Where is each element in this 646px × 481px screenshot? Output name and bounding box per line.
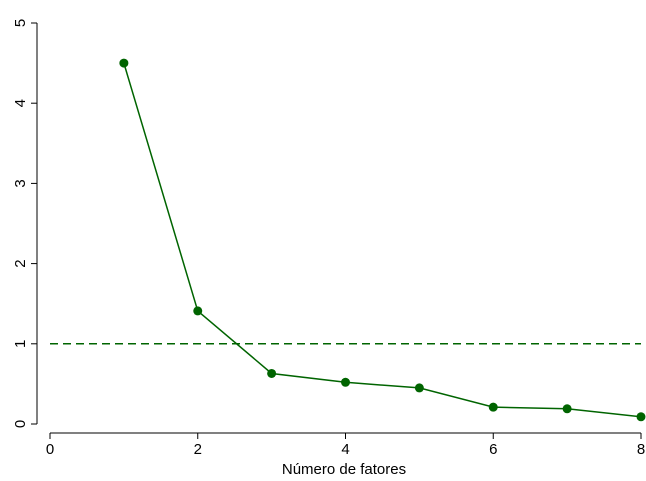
data-point	[119, 58, 129, 68]
y-tick-label: 3	[12, 179, 29, 187]
x-tick-label: 8	[637, 441, 645, 458]
series	[119, 58, 646, 422]
x-axis-title: Número de fatores	[282, 461, 406, 478]
axes: 0 1 2 3 4 5 0 2 4 6 8	[12, 19, 645, 458]
x-tick-label: 6	[489, 441, 497, 458]
x-tick-label: 4	[341, 441, 349, 458]
y-tick-label: 0	[12, 420, 29, 428]
y-tick-label: 2	[12, 259, 29, 267]
x-tick-label: 0	[46, 441, 54, 458]
series-line	[123, 62, 642, 418]
x-tick-label: 2	[194, 441, 202, 458]
data-point	[267, 368, 277, 378]
y-tick-label: 1	[12, 340, 29, 348]
y-tick-label: 4	[12, 99, 29, 107]
data-point	[341, 377, 350, 387]
data-point	[193, 306, 203, 316]
data-point	[414, 383, 424, 393]
data-point	[488, 402, 498, 412]
data-point	[636, 412, 646, 422]
data-point	[562, 404, 572, 414]
y-tick-label: 5	[12, 19, 29, 27]
